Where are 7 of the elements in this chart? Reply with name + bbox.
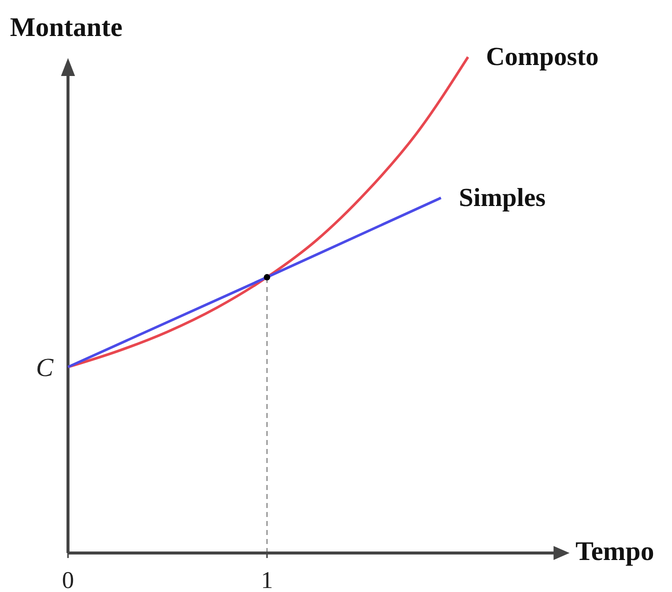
series-label: Composto (486, 42, 599, 71)
annotation: C (36, 353, 54, 382)
series-label: Simples (458, 182, 546, 212)
x-tick-label: 0 (62, 568, 74, 592)
y-axis-title: Montante (10, 12, 122, 42)
x-axis-title: Tempo (576, 536, 654, 566)
x-tick-label: 1 (261, 568, 273, 592)
